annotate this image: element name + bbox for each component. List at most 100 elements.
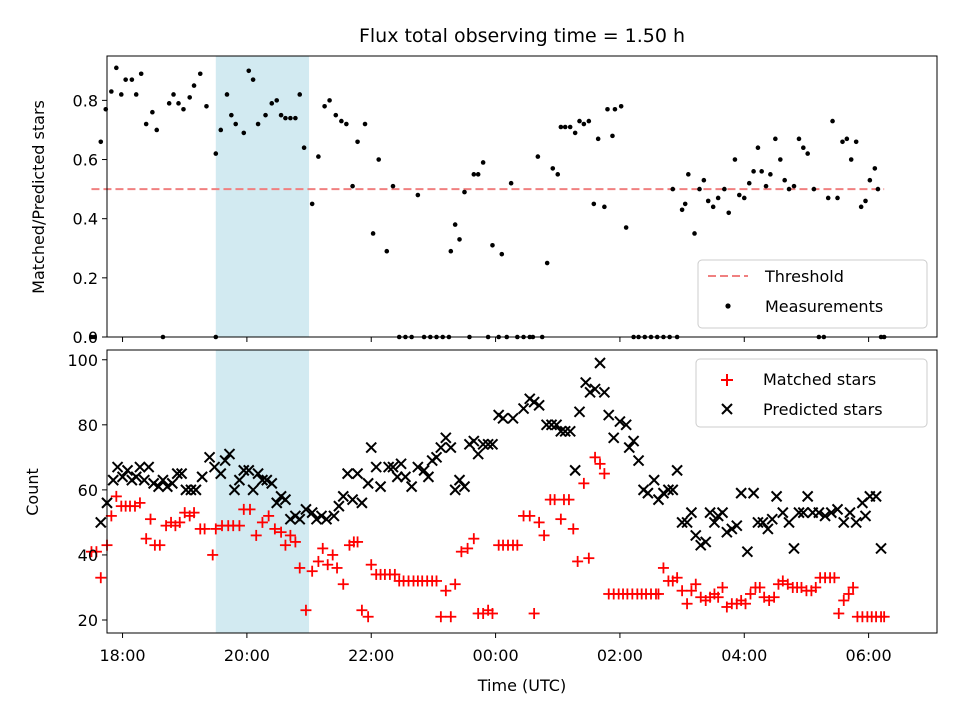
matched-star-marker [589,451,601,463]
predicted-star-marker [545,419,558,431]
predicted-star-marker [681,516,693,529]
measurement-point [722,186,727,192]
measurement-point [333,112,339,118]
measurement-point [567,124,573,130]
measurement-point [773,136,778,142]
predicted-star-marker [603,409,615,421]
measurement-point [858,204,864,210]
predicted-star-marker [777,506,789,519]
measurement-point [586,118,592,124]
matched-star-marker [356,604,368,616]
measurement-point [618,103,624,109]
measurement-point [187,95,192,100]
predicted-star-marker [395,458,407,470]
predicted-star-marker [256,474,269,486]
matched-star-marker [233,520,245,532]
matched-star-marker [671,572,683,584]
matched-star-marker [681,598,693,610]
measurement-point [778,157,783,162]
measurement-point [263,112,268,118]
measurement-point [475,172,481,177]
matched-star-marker [294,562,306,574]
x-tick-label: 20:00 [224,646,270,665]
legend-measurement-swatch [725,303,731,309]
predicted-star-marker [569,464,581,477]
matched-star-marker [828,572,840,584]
y-tick-label: 0.6 [73,151,98,170]
y-tick-label: 0.0 [73,328,98,347]
measurement-point [840,139,845,145]
bottom-highlight-span [215,350,310,633]
predicted-star-marker [228,484,241,496]
matched-star-marker [685,585,697,597]
matched-star-marker [174,516,186,528]
predicted-star-marker [422,471,435,483]
matched-star-marker [449,578,461,590]
predicted-star-marker [247,484,259,496]
predicted-star-marker [266,477,278,490]
x-tick-label: 22:00 [348,646,394,665]
measurement-point [508,180,514,186]
measurement-point [241,130,247,136]
matched-star-marker [744,588,756,600]
matched-star-marker [95,572,107,584]
matched-star-marker [435,611,447,623]
predicted-star-marker [735,487,747,499]
measurement-point [462,189,467,195]
measurement-point [297,92,303,97]
matched-star-marker [207,549,219,561]
predicted-star-marker [134,461,146,473]
measurement-point [605,106,610,112]
predicted-star-marker [130,471,142,483]
predicted-star-marker [95,516,107,529]
predicted-star-marker [741,545,754,558]
predicted-star-marker [333,500,345,512]
measurement-point [370,231,376,236]
matched-star-marker [567,523,579,535]
predicted-star-marker [584,386,596,398]
matched-star-marker [337,578,349,590]
predicted-star-marker [580,376,592,389]
predicted-star-marker [219,454,231,467]
predicted-star-marker [391,471,404,483]
predicted-star-marker [627,435,640,447]
measurement-point [98,139,104,145]
y-tick-label: 0.8 [73,91,98,110]
predicted-star-marker [676,516,688,529]
matched-star-marker [843,588,855,600]
measurement-point [835,195,840,201]
measurement-point [457,237,462,242]
measurement-point [293,115,298,121]
bottom-x-ticks: 18:00 20:00 22:00 00:00 02:00 04:00 06:00 [99,633,892,665]
matched-star-marker [528,607,540,619]
legend-matched-label: Matched stars [763,370,876,389]
predicted-star-marker [166,477,178,490]
measurement-point [123,77,128,82]
measurement-point [229,112,234,118]
measurement-point [623,225,629,230]
predicted-star-marker [838,516,850,529]
predicted-star-marker [161,480,174,493]
matched-star-marker [154,539,166,551]
legend-measurements-label: Measurements [765,297,883,316]
matched-star-marker [312,555,324,567]
predicted-star-marker [374,480,387,493]
bottom-legend: Matched stars Predicted stars [695,358,928,428]
predicted-star-marker [555,425,567,438]
measurement-point [233,121,238,127]
measurement-point [224,92,230,97]
matched-star-marker [833,607,845,619]
measurement-point [246,68,252,74]
predicted-star-marker [752,516,764,529]
predicted-star-marker [356,497,368,509]
top-highlight-span [215,56,310,337]
measurement-point [415,192,421,198]
predicted-star-marker [766,513,778,525]
measurement-point [92,334,97,340]
matched-star-marker [572,555,584,567]
predicted-star-marker [825,506,838,519]
matched-star-marker [256,516,268,528]
matched-star-marker [740,598,752,610]
predicted-star-marker [252,467,264,480]
predicted-star-marker [770,490,783,503]
